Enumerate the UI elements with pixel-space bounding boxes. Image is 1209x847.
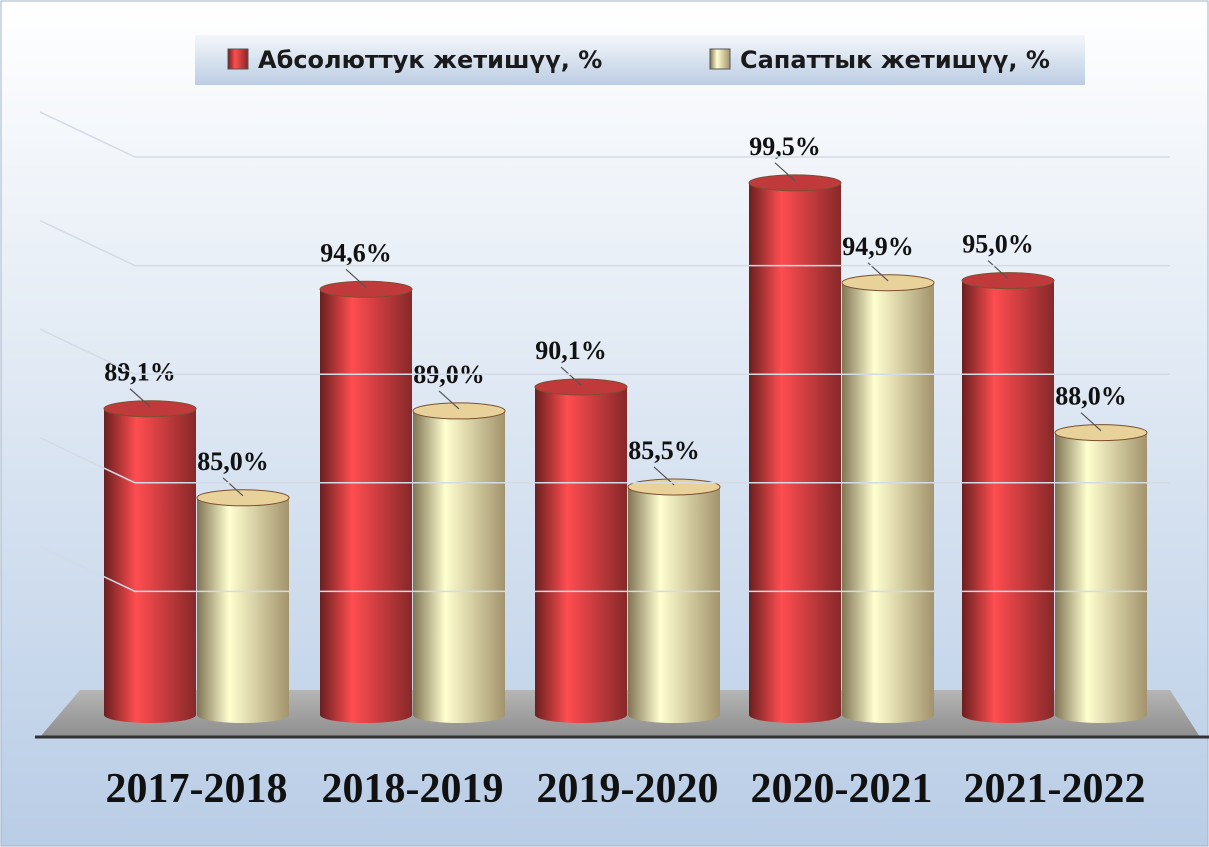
value-label: 94,9%: [842, 232, 914, 261]
grid-line: [39, 545, 1170, 593]
bar: [841, 274, 935, 723]
value-label: 90,1%: [535, 336, 607, 365]
x-tick-label: 2018-2019: [322, 766, 504, 812]
bar-body: [535, 387, 627, 715]
value-label: 85,0%: [197, 447, 269, 476]
legend-box: [195, 35, 1085, 85]
value-label: 85,5%: [628, 436, 700, 465]
bar-top: [961, 272, 1055, 290]
legend-label: Абсолюттук жетишүү, %: [258, 46, 602, 74]
bar-top: [196, 489, 290, 507]
bar: [103, 400, 197, 723]
bar-body: [749, 182, 841, 716]
grid-line: [39, 219, 1170, 267]
bar-top: [1054, 424, 1148, 442]
leader-line: [560, 366, 582, 386]
value-label: 89,1%: [104, 358, 176, 387]
bar-top: [534, 378, 628, 396]
bar-body: [962, 280, 1054, 715]
x-tick-label: 2020-2021: [751, 766, 933, 812]
legend-swatch: [227, 48, 249, 70]
bar-top: [841, 274, 935, 292]
bar-body: [628, 486, 720, 715]
bar-top: [748, 174, 842, 192]
legend-label: Сапаттык жетишүү, %: [740, 46, 1050, 74]
value-label: 94,6%: [320, 238, 392, 267]
leader-line: [438, 390, 460, 410]
bar: [412, 402, 506, 723]
x-tick-label: 2019-2020: [537, 766, 719, 812]
plot: 89,1%85,0%94,6%89,0%90,1%85,5%99,5%94,9%…: [103, 132, 1148, 723]
x-tick-label: 2017-2018: [106, 766, 288, 812]
bar-body: [320, 289, 412, 715]
bar-top: [412, 402, 506, 420]
bar-body: [197, 497, 289, 715]
leader-line: [129, 388, 151, 408]
bar-body: [1055, 432, 1147, 715]
leader-line: [1080, 412, 1102, 432]
bar: [961, 272, 1055, 723]
grid-line: [39, 111, 1170, 158]
bar: [748, 174, 842, 723]
value-label: 95,0%: [962, 230, 1034, 259]
bar-body: [104, 408, 196, 715]
bar: [319, 280, 413, 723]
legend-swatch: [709, 48, 731, 70]
bar: [1054, 424, 1148, 723]
value-label: 99,5%: [749, 132, 821, 161]
bar: [534, 378, 628, 723]
leader-line: [987, 260, 1009, 280]
bar-body: [842, 282, 934, 715]
grid-line: [39, 437, 1170, 484]
bar-top: [627, 478, 721, 496]
bar-top: [103, 400, 197, 418]
leader-line: [774, 162, 796, 182]
grid-line: [39, 328, 1170, 375]
x-tick-label: 2021-2022: [964, 766, 1146, 812]
leader-line: [653, 466, 675, 486]
bar: [627, 478, 721, 723]
leader-line: [345, 268, 367, 288]
bar-top: [319, 280, 413, 298]
bar-body: [413, 410, 505, 715]
leader-line: [222, 477, 244, 497]
bar: [196, 489, 290, 723]
value-label: 88,0%: [1055, 382, 1127, 411]
